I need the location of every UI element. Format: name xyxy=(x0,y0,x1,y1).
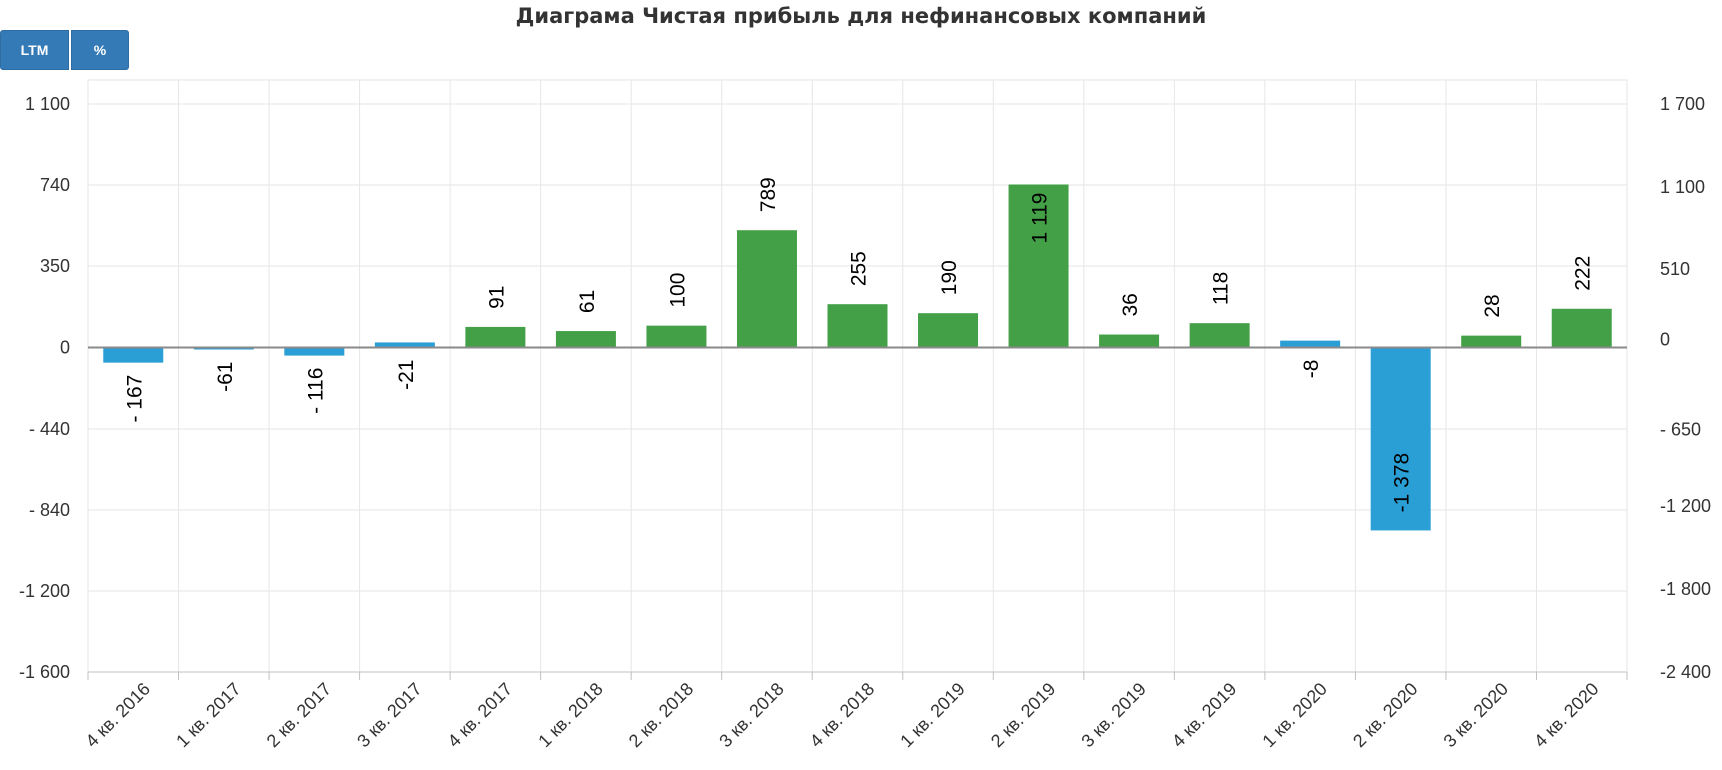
data-label: 190 xyxy=(938,260,961,295)
right-axis-tick-label: 510 xyxy=(1660,259,1690,279)
data-label: -8 xyxy=(1300,360,1323,379)
category-label: 4 кв. 2018 xyxy=(806,679,878,751)
category-label: 3 кв. 2020 xyxy=(1440,679,1512,751)
category-label: 3 кв. 2017 xyxy=(353,679,425,751)
data-label: 1 119 xyxy=(1029,192,1052,243)
left-axis-tick-label: -1 200 xyxy=(19,581,70,601)
data-label: 100 xyxy=(666,273,689,308)
category-label: 1 кв. 2020 xyxy=(1258,679,1330,751)
bar xyxy=(1008,184,1069,348)
bar xyxy=(918,313,979,348)
right-axis-tick-label: - 650 xyxy=(1660,420,1701,440)
chart-toolbar: LTM % xyxy=(0,30,129,70)
category-label: 2 кв. 2019 xyxy=(987,679,1059,751)
data-label: 28 xyxy=(1481,294,1504,317)
chart-title: Диаграма Чистая прибыль для нефинансовых… xyxy=(515,4,1207,28)
category-label: 1 кв. 2017 xyxy=(172,679,244,751)
category-label: 1 кв. 2019 xyxy=(896,679,968,751)
data-label: 91 xyxy=(485,286,508,309)
category-label: 4 кв. 2019 xyxy=(1168,679,1240,751)
bar xyxy=(555,331,616,348)
bar xyxy=(1551,308,1612,348)
data-label: - 116 xyxy=(304,368,327,414)
left-axis-tick-label: - 840 xyxy=(29,500,70,520)
data-label: -61 xyxy=(214,362,237,392)
data-label: - 167 xyxy=(123,375,146,423)
bar xyxy=(284,347,345,356)
left-axis-tick-label: - 440 xyxy=(29,419,70,439)
category-label: 2 кв. 2018 xyxy=(625,679,697,751)
left-axis-tick-label: 350 xyxy=(40,256,70,276)
right-axis-tick-label: -1 200 xyxy=(1660,496,1711,516)
data-label: -21 xyxy=(395,360,418,390)
left-axis-tick-label: -1 600 xyxy=(19,662,70,682)
ltm-button[interactable]: LTM xyxy=(0,30,69,70)
category-label: 4 кв. 2017 xyxy=(444,679,516,751)
bar xyxy=(103,347,164,363)
data-label: 36 xyxy=(1119,293,1142,316)
bar xyxy=(1280,340,1341,348)
category-label: 2 кв. 2020 xyxy=(1349,679,1421,751)
right-axis-tick-label: 1 100 xyxy=(1660,177,1705,197)
plot-area xyxy=(87,79,1628,673)
category-label: 3 кв. 2018 xyxy=(715,679,787,751)
right-axis-tick-label: 0 xyxy=(1660,330,1670,350)
data-label: 118 xyxy=(1210,272,1233,305)
bar xyxy=(646,325,707,348)
category-label: 3 кв. 2019 xyxy=(1077,679,1149,751)
bar xyxy=(1099,334,1160,348)
category-label: 4 кв. 2020 xyxy=(1530,679,1602,751)
category-label: 1 кв. 2018 xyxy=(534,679,606,751)
bar xyxy=(827,304,888,348)
left-axis-tick-label: 0 xyxy=(60,338,70,358)
data-label: -1 378 xyxy=(1391,453,1414,513)
left-axis-tick-label: 740 xyxy=(40,175,70,195)
bar xyxy=(1189,323,1250,348)
category-label: 4 кв. 2016 xyxy=(82,679,154,751)
right-axis-tick-label: -1 800 xyxy=(1660,579,1711,599)
bar xyxy=(736,230,797,348)
bar xyxy=(374,342,435,348)
bar xyxy=(1370,347,1431,531)
bar xyxy=(1461,335,1522,348)
bar xyxy=(465,326,526,348)
data-label: 222 xyxy=(1572,256,1595,291)
left-axis-tick-label: 1 100 xyxy=(25,94,70,114)
right-axis-tick-label: -2 400 xyxy=(1660,662,1711,682)
percent-button[interactable]: % xyxy=(71,30,129,70)
category-label: 2 кв. 2017 xyxy=(263,679,335,751)
data-label: 255 xyxy=(848,251,871,286)
data-label: 61 xyxy=(576,290,599,313)
data-label: 789 xyxy=(757,177,780,212)
right-axis-tick-label: 1 700 xyxy=(1660,94,1705,114)
